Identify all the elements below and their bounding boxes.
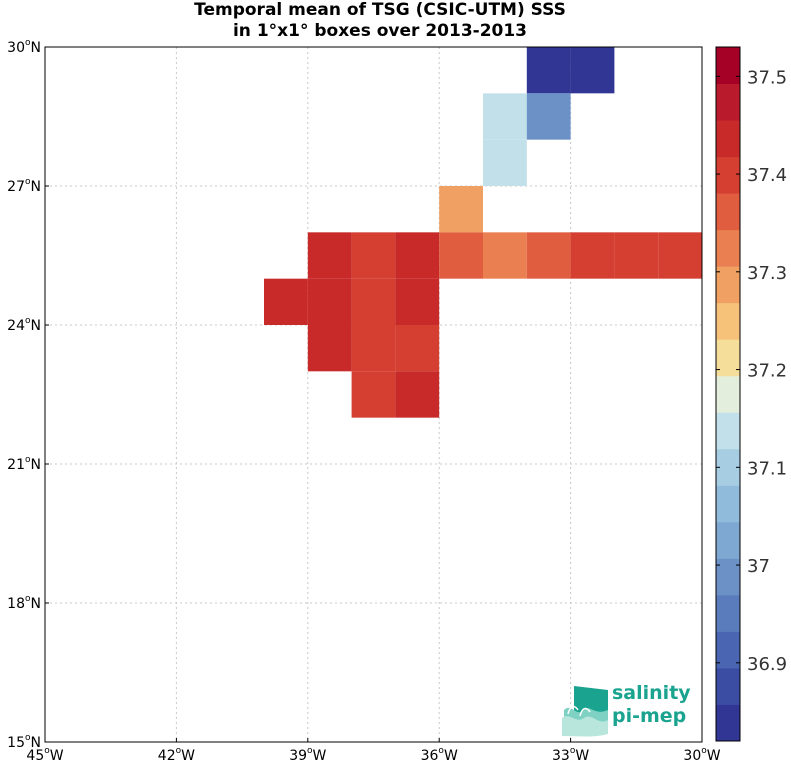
data-cell bbox=[483, 93, 527, 140]
y-tick-label: 24oN bbox=[7, 316, 41, 334]
y-tick-label: 18oN bbox=[7, 594, 41, 612]
data-cell bbox=[351, 232, 396, 279]
colorbar bbox=[715, 46, 741, 742]
colorbar-tick-label: 36.9 bbox=[747, 654, 787, 675]
colorbar-segment bbox=[716, 229, 740, 267]
data-cell bbox=[483, 139, 527, 186]
colorbar-segment bbox=[716, 302, 740, 340]
colorbar-segment bbox=[716, 266, 740, 304]
colorbar-segment bbox=[716, 156, 740, 194]
colorbar-segment bbox=[716, 83, 740, 121]
data-cells bbox=[264, 47, 702, 418]
x-tick-label: 42oW bbox=[158, 746, 195, 763]
plot-frame bbox=[44, 46, 703, 743]
x-tick-label: 39oW bbox=[289, 746, 326, 763]
colorbar-tick-label: 37.4 bbox=[747, 165, 787, 186]
grid-lines bbox=[45, 47, 702, 742]
colorbar-ticks: 36.9 37 37.1 37.2 37.3 37.4 37.5 bbox=[716, 67, 787, 675]
logo-line1: salinity bbox=[612, 682, 691, 704]
colorbar-tick-label: 37.3 bbox=[747, 263, 787, 284]
colorbar-tick-label: 37 bbox=[747, 556, 770, 577]
data-cell bbox=[526, 47, 571, 94]
colorbar-segment bbox=[716, 47, 740, 85]
data-cell bbox=[264, 278, 308, 325]
salinity-pi-mep-logo: salinity pi-mep bbox=[560, 680, 700, 738]
chart-title-line2: in 1°x1° boxes over 2013-2013 bbox=[232, 21, 528, 41]
data-cell bbox=[526, 232, 571, 279]
logo-line2: pi-mep bbox=[612, 705, 687, 727]
colorbar-segment bbox=[716, 704, 740, 742]
data-cell bbox=[307, 325, 352, 372]
data-cell bbox=[351, 278, 396, 325]
data-cell bbox=[307, 232, 352, 279]
data-cell bbox=[570, 47, 615, 94]
colorbar-frame bbox=[715, 46, 741, 742]
data-cell bbox=[395, 371, 440, 418]
data-cell bbox=[395, 232, 440, 279]
x-tick-label: 36oW bbox=[421, 746, 458, 763]
data-cell bbox=[351, 325, 396, 372]
waves-logo-icon bbox=[562, 686, 608, 737]
y-tick-label: 21oN bbox=[7, 455, 41, 473]
y-tick-label: 27oN bbox=[7, 177, 41, 195]
data-cell bbox=[395, 325, 440, 372]
data-cell bbox=[570, 232, 615, 279]
data-cell bbox=[658, 232, 702, 279]
data-cell bbox=[439, 186, 483, 233]
y-tick-label: 30oN bbox=[7, 38, 41, 56]
data-cell bbox=[526, 93, 571, 140]
colorbar-segment bbox=[716, 339, 740, 377]
data-cell bbox=[439, 232, 483, 279]
x-tick-label: 45oW bbox=[26, 746, 63, 763]
y-tick-label: 15oN bbox=[7, 733, 41, 751]
x-tick-label: 30oW bbox=[683, 746, 720, 763]
colorbar-segment bbox=[716, 521, 740, 559]
colorbar-tick-label: 37.5 bbox=[747, 67, 787, 88]
colorbar-segment bbox=[716, 412, 740, 450]
data-cell bbox=[395, 278, 440, 325]
colorbar-segment bbox=[716, 631, 740, 669]
colorbar-segment bbox=[716, 558, 740, 596]
data-cell bbox=[307, 278, 352, 325]
colorbar-segment bbox=[716, 375, 740, 413]
x-axis-ticks: 45oW 42oW 39oW 36oW 33oW 30oW bbox=[26, 738, 721, 763]
chart-title: Temporal mean of TSG (CSIC-UTM) SSS in 1… bbox=[0, 0, 760, 42]
colorbar-tick-label: 37.2 bbox=[747, 361, 787, 382]
data-cell bbox=[351, 371, 396, 418]
data-cell bbox=[614, 232, 659, 279]
colorbar-segment bbox=[716, 667, 740, 705]
x-tick-label: 33oW bbox=[552, 746, 589, 763]
colorbar-segment bbox=[716, 485, 740, 523]
colorbar-tick-label: 37.1 bbox=[747, 458, 787, 479]
chart-title-line1: Temporal mean of TSG (CSIC-UTM) SSS bbox=[194, 0, 566, 20]
y-axis-ticks: 15oN 18oN 21oN 24oN 27oN 30oN bbox=[7, 38, 49, 751]
colorbar-segment bbox=[716, 594, 740, 632]
data-cell bbox=[483, 232, 527, 279]
colorbar-segment bbox=[716, 193, 740, 231]
colorbar-segment bbox=[716, 120, 740, 158]
